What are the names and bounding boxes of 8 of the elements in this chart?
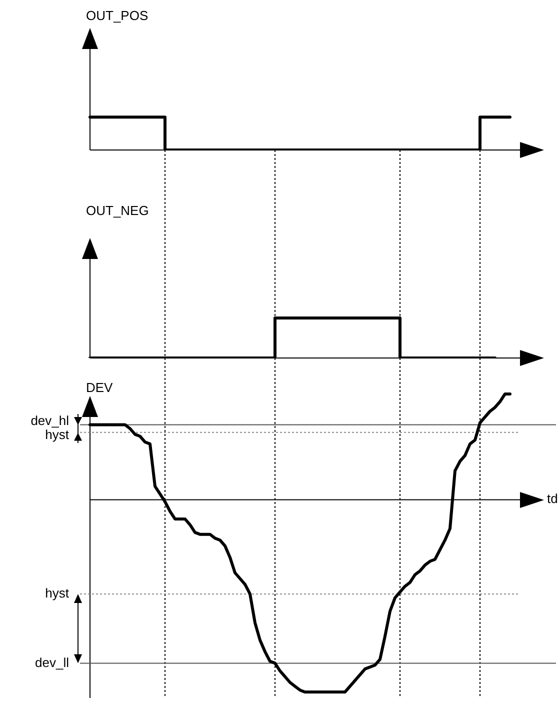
y-axis-title: DEV <box>86 380 113 395</box>
y-axis-title: OUT_NEG <box>86 203 149 218</box>
ref-line-label: dev_hl <box>30 413 70 428</box>
ref-line-label: hyst <box>45 427 70 442</box>
ref-line-label: hyst <box>45 586 70 601</box>
ref-line-label: dev_ll <box>35 654 70 670</box>
x-axis-title: td <box>547 490 558 506</box>
y-axis-title: OUT_POS <box>86 8 148 23</box>
